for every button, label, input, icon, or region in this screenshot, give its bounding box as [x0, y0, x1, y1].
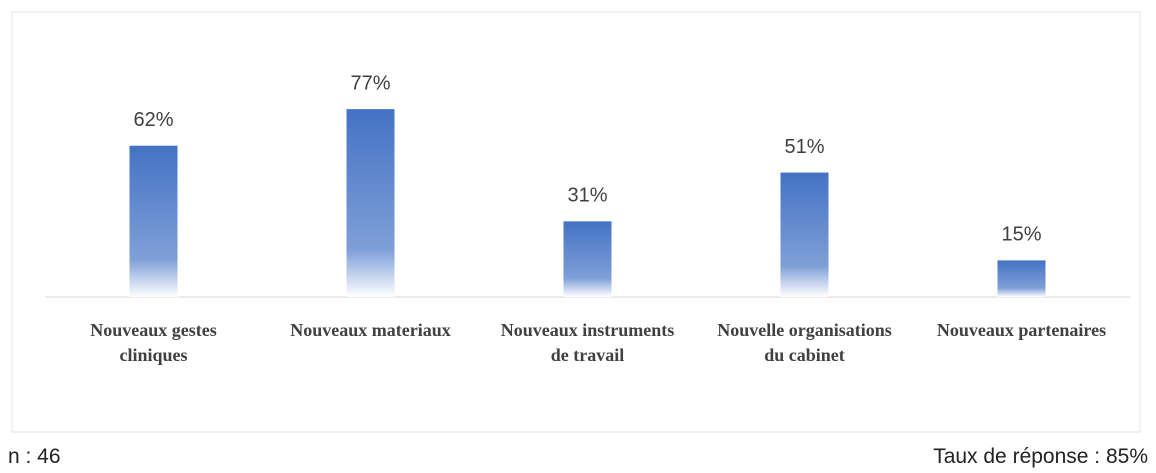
value-label: 15%: [1001, 224, 1041, 246]
chart-frame: [11, 11, 1141, 433]
annotation: Taux de réponse : 85%: [933, 445, 1148, 468]
bar: [129, 145, 178, 297]
annotation: n : 46: [8, 445, 61, 468]
x-tick-label: Nouvelle organisations du cabinet: [717, 320, 892, 365]
bar: [346, 109, 395, 298]
x-tick-label: Nouveaux partenaires: [936, 320, 1107, 340]
bar: [997, 260, 1046, 297]
bar: [563, 221, 612, 297]
x-tick-label: Nouveaux materiaux: [290, 320, 451, 340]
value-label: 51%: [784, 136, 824, 158]
x-tick-label: Nouveaux gestes cliniques: [90, 320, 217, 365]
bar: [780, 172, 829, 297]
value-label: 77%: [350, 72, 390, 94]
value-label: 31%: [567, 185, 607, 207]
x-tick-label: Nouveaux instruments de travail: [500, 320, 675, 365]
value-label: 62%: [133, 109, 173, 131]
